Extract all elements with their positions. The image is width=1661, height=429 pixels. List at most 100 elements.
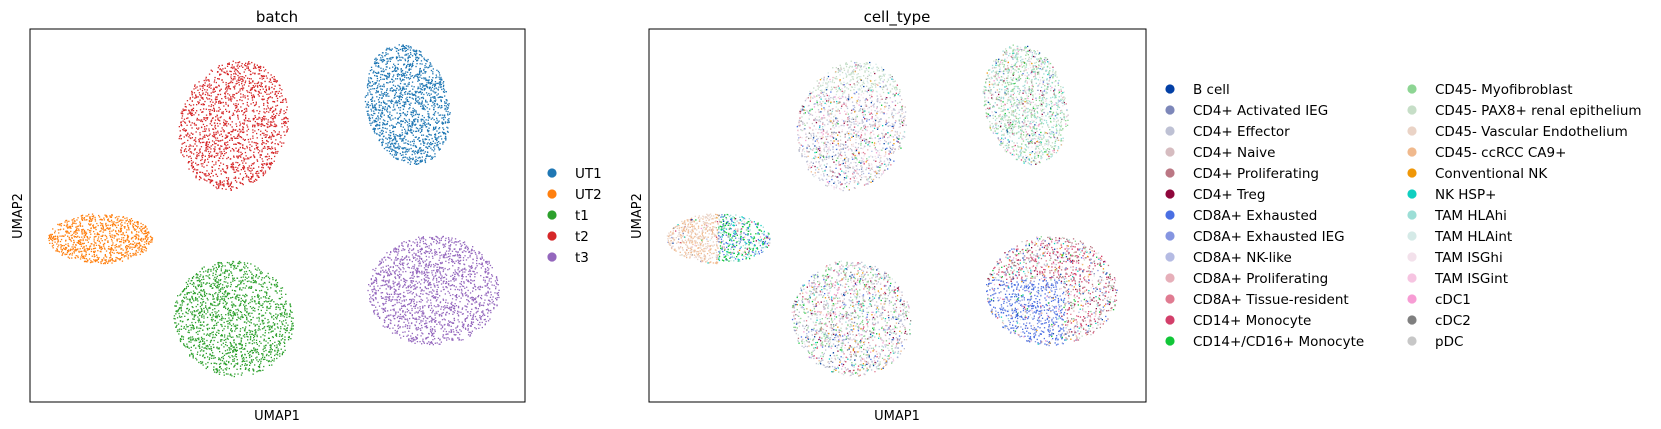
scatter-point <box>277 327 279 329</box>
scatter-point <box>236 363 239 365</box>
scatter-point <box>364 96 366 98</box>
scatter-point <box>200 302 202 304</box>
scatter-point <box>405 132 407 135</box>
scatter-point <box>422 108 424 110</box>
scatter-point <box>237 265 239 267</box>
scatter-point <box>385 66 388 68</box>
scatter-point <box>200 294 202 296</box>
scatter-point <box>392 109 394 111</box>
scatter-point <box>227 373 229 375</box>
scatter-point <box>433 126 435 128</box>
scatter-point <box>411 93 413 96</box>
scatter-point <box>399 112 401 115</box>
scatter-point <box>131 237 133 239</box>
scatter-point <box>287 336 290 338</box>
scatter-point <box>195 339 198 342</box>
scatter-point <box>228 111 230 113</box>
scatter-point <box>96 232 99 234</box>
scatter-point <box>77 225 80 227</box>
scatter-point <box>148 243 150 245</box>
scatter-point <box>250 164 253 167</box>
scatter-point <box>258 275 260 278</box>
scatter-point <box>439 96 441 98</box>
scatter-point <box>207 174 209 177</box>
scatter-point <box>97 250 99 252</box>
scatter-point <box>93 244 95 246</box>
scatter-point <box>244 65 247 67</box>
scatter-point <box>268 351 270 353</box>
scatter-point <box>221 292 224 294</box>
scatter-point <box>434 136 436 138</box>
scatter-point <box>265 291 267 293</box>
scatter-point <box>402 151 404 153</box>
scatter-point <box>245 368 247 370</box>
scatter-point <box>441 106 443 108</box>
scatter-point <box>372 105 374 107</box>
scatter-point <box>203 118 205 121</box>
scatter-point <box>77 248 79 250</box>
scatter-point <box>285 111 287 114</box>
scatter-point <box>251 296 253 298</box>
scatter-point <box>186 343 188 345</box>
scatter-point <box>226 349 229 351</box>
scatter-point <box>415 146 417 148</box>
scatter-point <box>440 81 442 83</box>
scatter-point <box>237 156 239 158</box>
scatter-point <box>107 262 109 264</box>
scatter-point <box>241 337 243 340</box>
scatter-point <box>258 302 260 304</box>
scatter-point <box>219 351 221 353</box>
scatter-point <box>228 82 231 84</box>
scatter-point <box>280 326 282 328</box>
scatter-point <box>201 315 203 317</box>
scatter-point <box>244 301 246 303</box>
scatter-point <box>234 314 237 316</box>
scatter-point <box>117 218 119 220</box>
scatter-point <box>249 312 251 314</box>
scatter-point <box>242 94 244 96</box>
scatter-point <box>97 233 99 236</box>
scatter-point <box>213 325 215 327</box>
scatter-point <box>423 88 425 90</box>
scatter-point <box>378 104 380 106</box>
scatter-point <box>390 146 392 148</box>
scatter-point <box>401 105 404 107</box>
scatter-point <box>263 125 265 127</box>
scatter-point <box>400 59 402 61</box>
scatter-point <box>291 317 293 319</box>
scatter-point <box>286 126 288 128</box>
scatter-point <box>234 264 236 267</box>
scatter-point <box>438 106 440 108</box>
scatter-point <box>199 280 201 282</box>
scatter-point <box>235 69 237 71</box>
scatter-point <box>197 169 199 171</box>
scatter-point <box>284 313 286 316</box>
scatter-point <box>192 290 195 292</box>
scatter-point <box>204 130 207 132</box>
scatter-point <box>426 154 428 156</box>
scatter-point <box>251 360 253 362</box>
scatter-point <box>75 249 77 251</box>
scatter-point <box>408 47 410 49</box>
scatter-point <box>183 155 185 158</box>
scatter-point <box>101 246 103 248</box>
scatter-point <box>100 235 102 237</box>
scatter-point <box>381 116 383 118</box>
scatter-point <box>406 151 408 153</box>
scatter-point <box>240 347 242 350</box>
scatter-point <box>232 261 235 263</box>
scatter-point <box>214 146 216 148</box>
scatter-point <box>224 270 227 272</box>
scatter-point <box>263 339 265 342</box>
scatter-point <box>442 143 444 145</box>
scatter-point <box>286 327 288 329</box>
scatter-point <box>243 295 246 297</box>
scatter-point <box>447 113 449 115</box>
scatter-point <box>70 248 72 250</box>
scatter-point <box>401 79 404 81</box>
scatter-point <box>151 238 153 241</box>
scatter-point <box>249 362 252 365</box>
scatter-point <box>85 233 87 236</box>
scatter-point <box>65 219 67 222</box>
scatter-point <box>213 327 215 330</box>
